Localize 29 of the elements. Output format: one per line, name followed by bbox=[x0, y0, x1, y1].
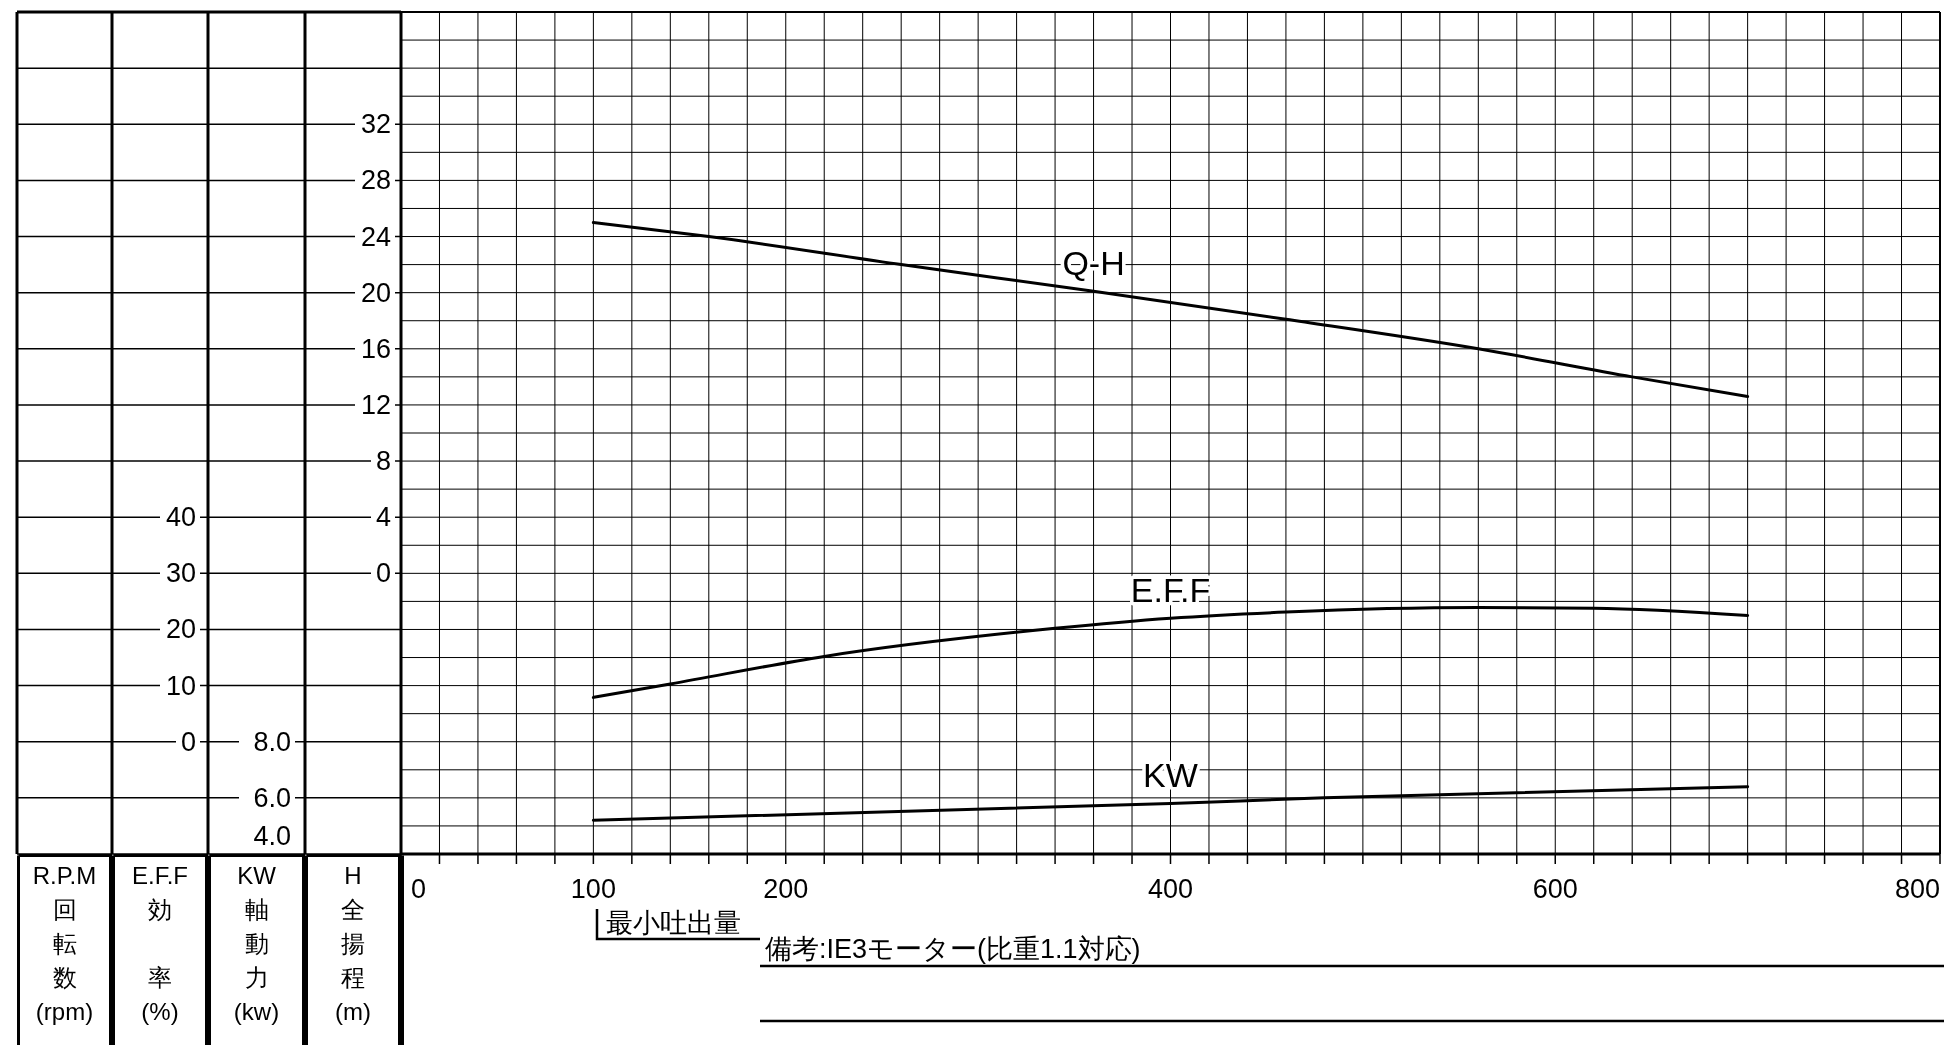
text: 最小吐出量 bbox=[606, 908, 741, 938]
y2-tick-label: 30 bbox=[165, 558, 196, 589]
text: 備考:IE3モーター(比重1.1対応) bbox=[765, 934, 1141, 964]
x-tick-label: 800 bbox=[1894, 874, 1940, 904]
y-tick-label: 32 bbox=[360, 109, 391, 140]
y-tick-label: 0 bbox=[375, 558, 391, 589]
x-tick-label: 100 bbox=[570, 874, 616, 904]
y3-tick-label: 6.0 bbox=[253, 782, 291, 813]
y2-tick-label: 40 bbox=[165, 502, 196, 533]
text: E.F.F 効率 (%) bbox=[131, 862, 189, 1025]
y-tick-label: 16 bbox=[360, 333, 391, 364]
y-tick-label: 4 bbox=[375, 502, 391, 533]
text: R.P.M 回転数 (rpm) bbox=[32, 862, 97, 1025]
x-tick-label: 200 bbox=[763, 874, 809, 904]
y-tick-label: 24 bbox=[360, 221, 391, 252]
y2-tick-label: 10 bbox=[165, 670, 196, 701]
x-tick-label: 600 bbox=[1532, 874, 1578, 904]
y-tick-label: 8 bbox=[375, 446, 391, 477]
y-tick-label: 20 bbox=[360, 277, 391, 308]
y3-tick-label: 8.0 bbox=[253, 726, 291, 757]
y-axis-title: H 全揚程 (m) bbox=[335, 862, 371, 1025]
y2-tick-label: 0 bbox=[180, 726, 196, 757]
y3-tick-label: 4.0 bbox=[253, 821, 291, 851]
y3-axis-title: KW 軸動力 (kw) bbox=[233, 862, 280, 1025]
y2-tick-label: 20 bbox=[165, 614, 196, 645]
y-tick-label: 28 bbox=[360, 165, 391, 196]
y-tick-label: 12 bbox=[360, 389, 391, 420]
x-tick-label: 0 bbox=[411, 874, 427, 904]
x-tick-label: 400 bbox=[1147, 874, 1194, 904]
